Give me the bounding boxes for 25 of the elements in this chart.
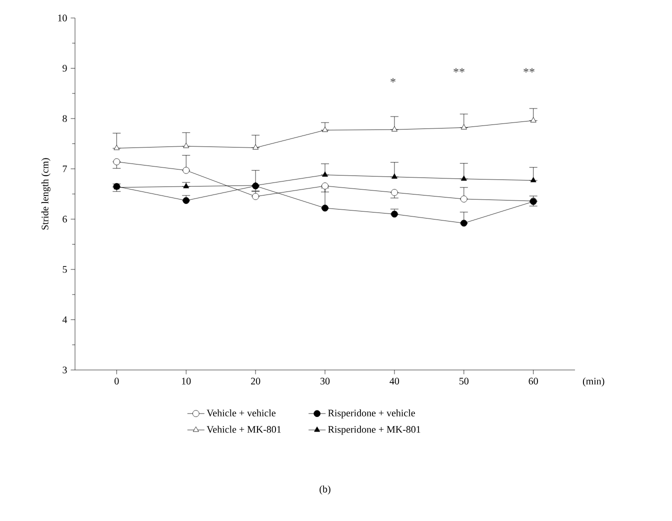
- x-tick-label: 10: [182, 378, 191, 384]
- text: (b): [320, 485, 330, 495]
- y-tick-label: 8: [62, 115, 67, 122]
- legend-label: Vehicle + MK-801: [206, 426, 281, 433]
- x-axis-title: (min): [582, 377, 604, 387]
- annotation: **: [524, 68, 534, 72]
- legend-label: Vehicle + vehicle: [206, 409, 276, 416]
- x-tick-label: 20: [251, 378, 260, 384]
- y-axis-title: Stride length (cm): [41, 158, 50, 230]
- y-tick-label: 10: [58, 14, 67, 22]
- annotation: **: [454, 68, 464, 72]
- y-tick-label: 7: [62, 166, 67, 172]
- x-tick-label: 40: [390, 378, 400, 384]
- y-tick-label: 6: [62, 216, 67, 222]
- legend-label: Risperidone + vehicle: [328, 409, 415, 418]
- legend-label: Risperidone + MK-801: [328, 426, 420, 435]
- y-tick-label: 9: [62, 64, 67, 72]
- y-tick-label: 5: [62, 266, 67, 273]
- annotation: *: [390, 78, 396, 82]
- x-tick-label: 30: [320, 378, 330, 384]
- y-tick-label: 3: [62, 366, 67, 374]
- x-tick-label: 60: [528, 378, 538, 384]
- x-tick-label: 50: [459, 378, 468, 384]
- y-tick-label: 4: [62, 316, 68, 323]
- x-tick-label: 0: [114, 378, 119, 384]
